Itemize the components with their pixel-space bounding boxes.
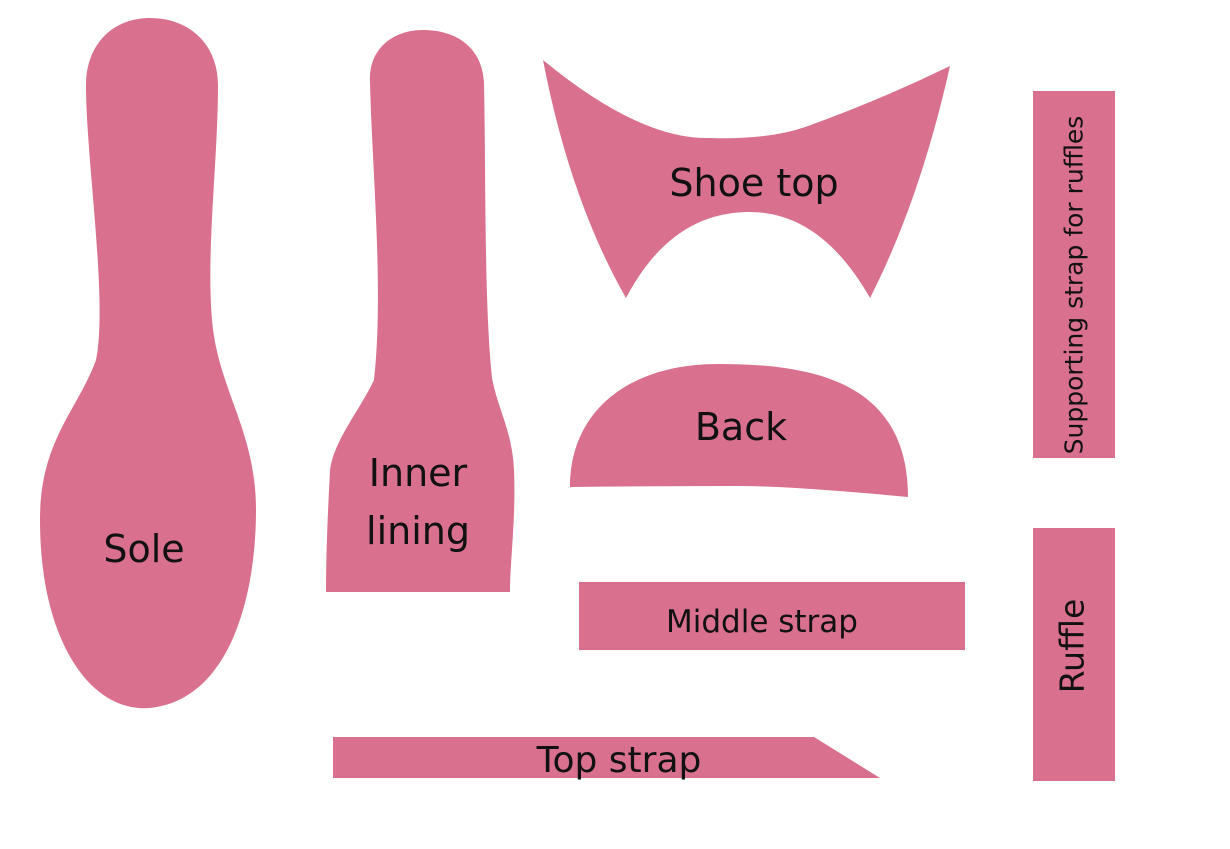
middle-strap-label: Middle strap [666,604,858,640]
supporting-strap-shape [1033,91,1115,458]
back-piece: Back [570,364,908,497]
top-strap-label: Top strap [536,740,702,781]
shoe-top-shape [543,60,950,298]
ruffle-label: Ruffle [1053,599,1092,694]
back-shape [570,364,908,497]
sole-piece: Sole [40,18,256,709]
supporting-strap-label: Supporting strap for ruffles [1060,116,1089,455]
middle-strap-piece: Middle strap [579,582,965,650]
ruffle-shape [1033,528,1115,781]
top-strap-shape [333,737,880,778]
back-label: Back [695,405,787,449]
inner-lining-label-line1: Inner [369,451,468,495]
ruffle-piece: Ruffle [1033,528,1115,781]
shoe-top-label: Shoe top [669,161,838,205]
supporting-strap-piece: Supporting strap for ruffles [1033,91,1115,458]
sole-shape [40,18,256,709]
inner-lining-label-line2: lining [366,509,470,553]
inner-lining-piece: Inner lining [326,30,515,592]
middle-strap-shape [579,582,965,650]
sole-label: Sole [103,527,184,571]
inner-lining-shape [326,30,515,592]
top-strap-piece: Top strap [333,737,880,781]
shoe-top-piece: Shoe top [543,60,950,298]
